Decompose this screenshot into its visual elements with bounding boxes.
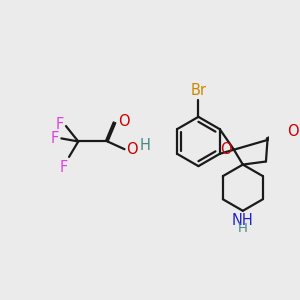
Text: H: H <box>238 222 248 235</box>
Text: H: H <box>140 138 151 153</box>
Text: O: O <box>126 142 138 158</box>
Text: NH: NH <box>232 213 254 228</box>
Text: F: F <box>51 131 59 146</box>
Text: F: F <box>60 160 68 175</box>
Text: F: F <box>56 117 64 132</box>
Text: O: O <box>287 124 298 139</box>
Text: O: O <box>118 114 130 129</box>
Text: Br: Br <box>190 83 206 98</box>
Text: O: O <box>220 142 231 157</box>
